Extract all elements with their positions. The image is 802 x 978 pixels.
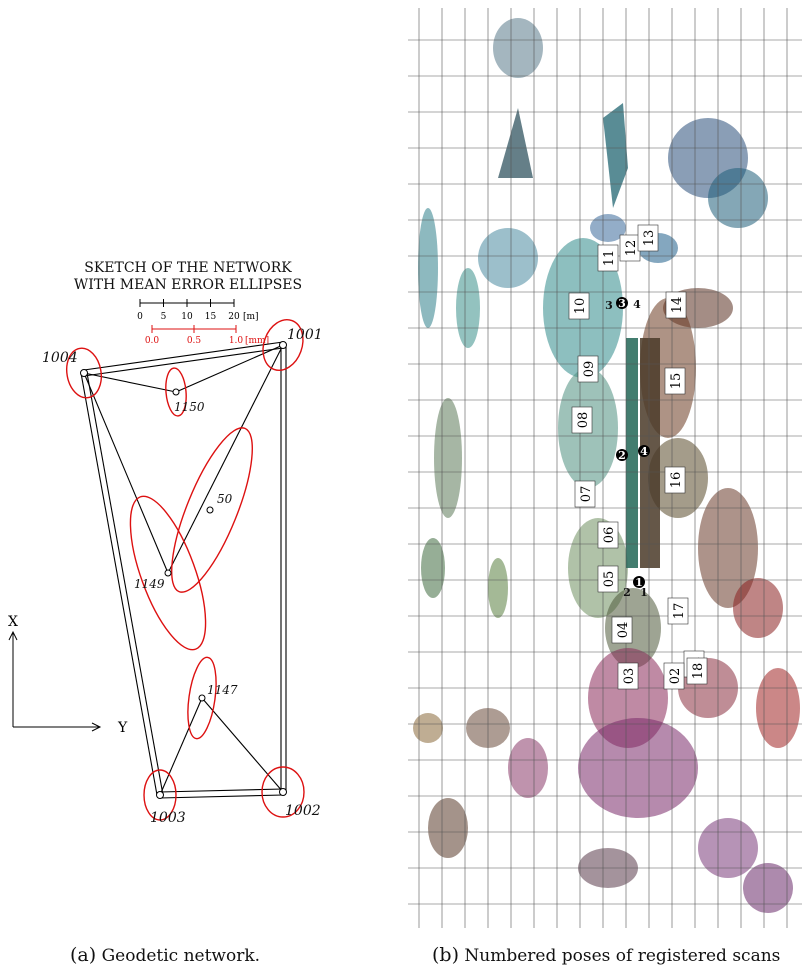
scan-label-06: 06: [597, 521, 619, 549]
diagram-title-line2: WITH MEAN ERROR ELLIPSES: [74, 277, 302, 293]
svg-text:08: 08: [576, 412, 591, 429]
scan-label-18: 18: [686, 657, 708, 685]
pose-marker-4: 4: [638, 445, 650, 458]
label-1002: 1002: [285, 803, 321, 819]
point-markers: [80, 341, 287, 799]
svg-text:10: 10: [573, 298, 588, 315]
svg-text:04: 04: [616, 622, 631, 639]
scan-label-12: 12: [619, 234, 641, 262]
pose-marker-2-alt: 2: [623, 586, 631, 599]
pose-marker-3: 3: [616, 297, 628, 310]
caption-a-tag: (a): [70, 944, 97, 966]
label-1003: 1003: [150, 810, 186, 826]
scale-m-tick-15: 15: [205, 312, 217, 322]
svg-text:16: 16: [669, 472, 684, 489]
label-1004: 1004: [42, 350, 78, 366]
scan-label-11: 11: [597, 244, 619, 272]
scan-label-16: 16: [664, 466, 686, 494]
caption-b-text: Numbered poses of registered scans: [464, 946, 781, 966]
svg-text:3: 3: [618, 297, 626, 310]
registered-scans-map: 010203040506070809101112131415161718 112…: [408, 8, 802, 928]
svg-text:12: 12: [624, 240, 639, 257]
svg-text:11: 11: [602, 250, 617, 267]
label-1001: 1001: [287, 327, 323, 343]
svg-text:1: 1: [640, 586, 648, 599]
svg-text:09: 09: [582, 361, 597, 378]
point-labels: 1001 1002 1003 1004 1147 1149 1150 50: [42, 327, 323, 826]
scale-bar-millimeters: 0.0 0.5 1.0 [mm]: [145, 325, 269, 346]
scan-label-17: 17: [667, 597, 689, 625]
svg-text:15: 15: [669, 373, 684, 390]
ellipse-1001: [262, 319, 304, 371]
scale-mm-tick-0: 0.0: [145, 336, 160, 346]
network-lines: [80, 341, 287, 799]
scan-label-07: 07: [574, 480, 596, 508]
scale-mm-tick-05: 0.5: [187, 336, 202, 346]
svg-text:2: 2: [623, 586, 631, 599]
svg-text:2: 2: [618, 449, 626, 462]
scale-mm-tick-1: 1.0: [229, 336, 244, 346]
map-grid: [408, 8, 802, 928]
label-50: 50: [217, 492, 233, 506]
error-ellipses: [66, 319, 305, 821]
axis-y-label: Y: [117, 720, 128, 736]
svg-text:03: 03: [622, 668, 637, 685]
scale-m-unit: [m]: [243, 312, 259, 322]
caption-a-text: Geodetic network.: [101, 946, 261, 966]
axis-indicator: [8, 630, 102, 732]
scan-label-13: 13: [637, 224, 659, 252]
axis-x-label: X: [8, 614, 18, 630]
pose-marker-2: 2: [616, 449, 628, 462]
scale-m-tick-20: 20: [228, 312, 240, 322]
scan-label-14: 14: [665, 291, 687, 319]
geodetic-network-diagram: SKETCH OF THE NETWORK WITH MEAN ERROR EL…: [8, 260, 323, 826]
scan-label-10: 10: [568, 292, 590, 320]
scale-m-tick-0: 0: [137, 312, 143, 322]
label-1150: 1150: [174, 400, 205, 414]
svg-text:4: 4: [633, 298, 641, 311]
scan-label-15: 15: [664, 367, 686, 395]
diagram-title-line1: SKETCH OF THE NETWORK: [84, 260, 292, 276]
svg-text:4: 4: [640, 445, 648, 458]
ellipse-1149: [129, 495, 207, 651]
svg-text:06: 06: [602, 527, 617, 544]
pose-marker-1-alt: 1: [640, 586, 648, 599]
scan-label-05: 05: [597, 565, 619, 593]
svg-text:3: 3: [605, 299, 613, 312]
label-1147: 1147: [207, 683, 238, 697]
caption-b-tag: (b): [432, 944, 459, 966]
ellipse-1002: [261, 766, 305, 818]
label-1149: 1149: [134, 577, 165, 591]
scan-label-02: 02: [663, 662, 685, 690]
pose-marker-1: 1: [633, 576, 645, 589]
scan-label-03: 03: [617, 662, 639, 690]
svg-text:05: 05: [602, 571, 617, 588]
scan-pose-labels: 010203040506070809101112131415161718: [568, 224, 708, 690]
scale-mm-unit: [mm]: [245, 336, 269, 346]
svg-text:1: 1: [635, 576, 643, 589]
scan-label-08: 08: [571, 406, 593, 434]
svg-text:07: 07: [579, 486, 594, 503]
svg-text:02: 02: [668, 668, 683, 685]
svg-text:14: 14: [670, 297, 685, 314]
ellipse-1150: [165, 367, 187, 417]
caption-b: (b) Numbered poses of registered scans: [432, 944, 780, 966]
scale-bar-meters: 0 5 10 15 20 [m]: [137, 299, 259, 322]
ellipse-1147: [187, 656, 217, 740]
caption-a: (a) Geodetic network.: [70, 944, 260, 966]
ellipse-1003: [143, 769, 177, 821]
scale-m-tick-5: 5: [161, 312, 167, 322]
ellipse-1004: [66, 347, 102, 399]
svg-text:13: 13: [642, 230, 657, 247]
scan-label-04: 04: [611, 616, 633, 644]
svg-text:18: 18: [691, 663, 706, 680]
svg-text:17: 17: [672, 603, 687, 620]
ellipse-50: [171, 427, 253, 593]
pose-marker-4-alt: 4: [633, 298, 641, 311]
pose-marker-3-alt: 3: [605, 299, 613, 312]
scan-label-09: 09: [577, 355, 599, 383]
scale-m-tick-10: 10: [181, 312, 193, 322]
